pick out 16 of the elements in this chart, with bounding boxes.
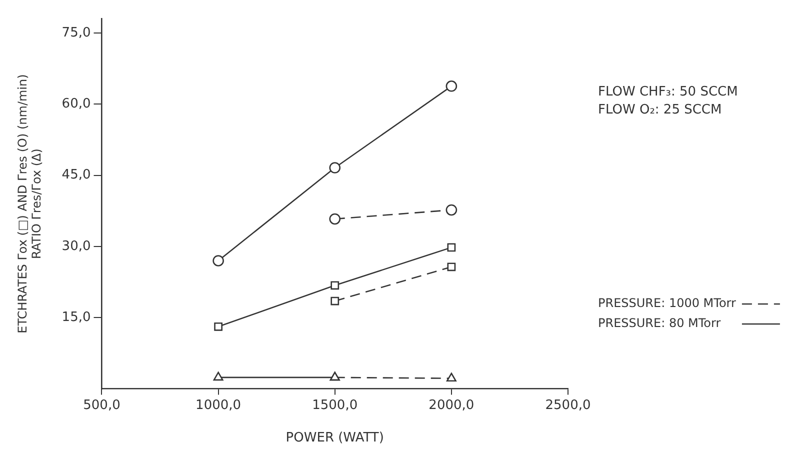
y-tick-label: 75,0: [62, 25, 91, 40]
x-tick-label: 2000,0: [428, 398, 474, 413]
y-axis-title: ETCHRATES Γox (□) AND Γres (O) (nm/min) RATIO Γres/Γox (Δ): [15, 74, 44, 334]
x-tick-label: 1500,0: [312, 398, 358, 413]
text: FLOW O₂: 25 SCCM: [598, 102, 722, 118]
x-axis-title: POWER (WATT): [286, 430, 384, 446]
x-tick-label: 500,0: [83, 398, 120, 413]
y-tick-label: 30,0: [62, 238, 91, 254]
x-tick-label: 1000,0: [196, 398, 242, 413]
legend-label: PRESSURE: 80 MTorr: [598, 316, 721, 330]
text: FLOW CHF₃: 50 SCCM: [598, 84, 738, 100]
y-tick-label: 60,0: [62, 96, 91, 112]
legend-label: PRESSURE: 1000 MTorr: [598, 296, 736, 310]
x-tick-label: 2500,0: [545, 398, 591, 413]
y-tick-label: 15,0: [62, 310, 91, 326]
y-tick-label: 45,0: [62, 168, 91, 183]
